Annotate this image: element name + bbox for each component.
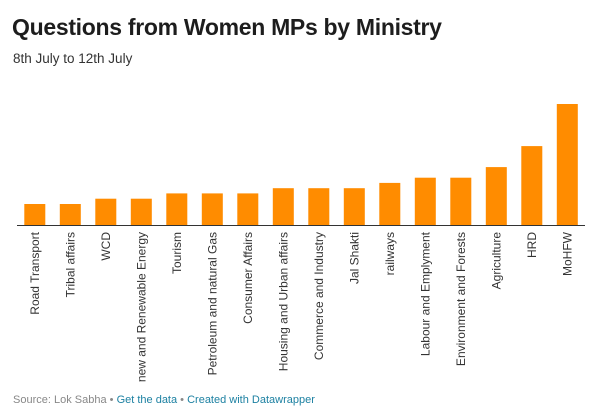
category-labels-group: Road Transport Tribal affairs WCD new and R… (28, 231, 574, 382)
bar[interactable] (166, 193, 188, 225)
bar[interactable] (130, 198, 152, 225)
category-label: Commerce and Industry (312, 232, 326, 360)
bar[interactable] (201, 193, 223, 225)
bar[interactable] (59, 204, 81, 225)
chart-title: Questions from Women MPs by Ministry (12, 14, 442, 40)
bar[interactable] (450, 177, 472, 225)
bar[interactable] (343, 188, 365, 225)
bar[interactable] (237, 193, 259, 225)
category-label: Road Transport (28, 231, 42, 314)
category-label: Labour and Emplyment (418, 231, 432, 356)
separator: • (109, 394, 114, 406)
bar[interactable] (521, 146, 543, 225)
bar[interactable] (308, 188, 330, 225)
category-label: Petroleum and natural Gas (205, 232, 219, 375)
chart-subtitle: 8th July to 12th July (13, 51, 133, 66)
footer: Source: Lok Sabha • Get the data • Creat… (13, 394, 315, 406)
datawrapper-link[interactable]: Created with Datawrapper (187, 394, 315, 406)
category-label: new and Renewable Energy (134, 232, 148, 382)
category-label: railways (383, 232, 397, 275)
separator: • (180, 394, 185, 406)
bar[interactable] (95, 198, 117, 225)
category-label: Housing and Urban affairs (276, 232, 290, 371)
bar[interactable] (556, 104, 578, 225)
bar[interactable] (24, 204, 46, 225)
category-label: Tourism (170, 232, 184, 274)
category-label: Tribal affairs (63, 232, 77, 297)
bar[interactable] (414, 177, 436, 225)
bar[interactable] (272, 188, 294, 225)
source-text: Source: Lok Sabha (13, 394, 107, 406)
category-label: Jal Shakti (347, 232, 361, 284)
bar[interactable] (379, 182, 401, 225)
bars-group (24, 104, 578, 225)
category-label: MoHFW (560, 231, 574, 276)
category-label: Consumer Affairs (241, 232, 255, 324)
bar[interactable] (485, 167, 507, 225)
get-data-link[interactable]: Get the data (116, 394, 178, 406)
category-label: Agriculture (489, 232, 503, 290)
category-label: Environment and Forests (454, 232, 468, 366)
category-label: WCD (99, 232, 113, 261)
category-label: HRD (525, 232, 539, 258)
